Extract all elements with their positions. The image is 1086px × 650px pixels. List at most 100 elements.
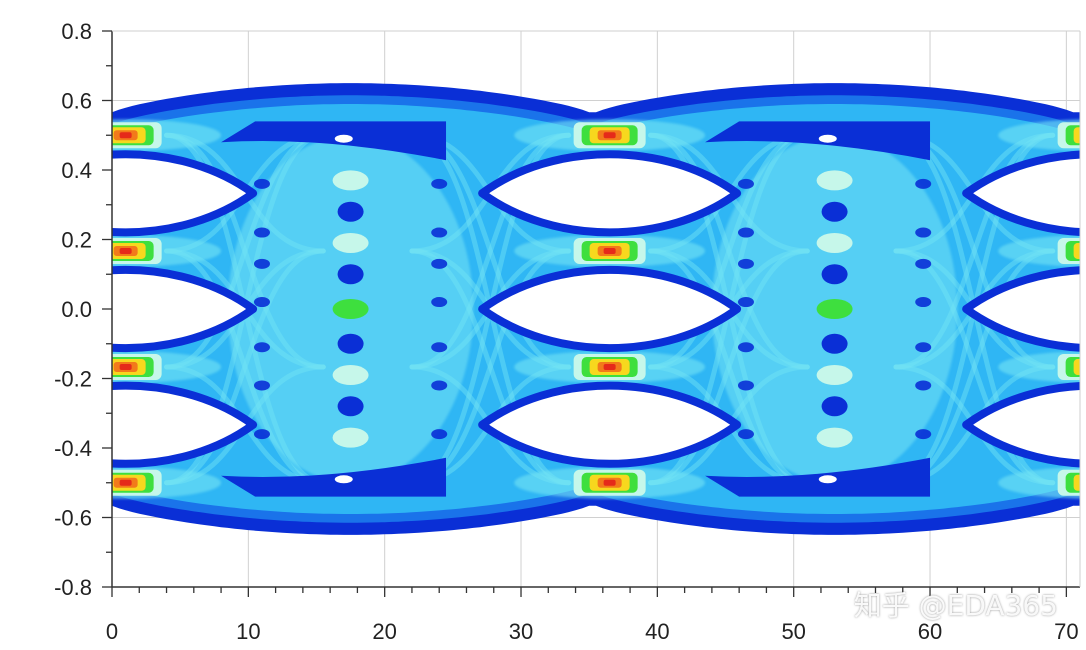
blob-1-5 — [821, 333, 848, 354]
strand-0-1-3-1 — [164, 248, 326, 486]
y-tick-label-8: -0.8 — [54, 575, 92, 600]
dash-0-1-4 — [431, 380, 448, 391]
eye-openings — [112, 150, 1080, 468]
dash-0--1-3 — [253, 227, 270, 238]
hot-yellow-2-3 — [1073, 474, 1080, 491]
strand-1-1-2-0 — [648, 132, 810, 370]
dash-0--1-2 — [253, 342, 270, 353]
eye-0-0 — [112, 150, 258, 237]
dash-1-1-2 — [915, 342, 932, 353]
y-tick-label-1: 0.6 — [61, 89, 92, 114]
hot-red-0-0 — [119, 132, 132, 139]
wedge-0-0 — [221, 121, 447, 161]
blob-0-3 — [337, 264, 364, 285]
strand-1-1-1-3 — [648, 248, 810, 486]
wedge-1-1 — [705, 457, 931, 497]
hot-yellow-2-0 — [1073, 127, 1080, 144]
hot-yellow-2-2 — [1073, 359, 1080, 376]
y-tick-label-2: 0.4 — [61, 158, 92, 183]
dash-0--1-6 — [253, 429, 270, 440]
strand-1--1-0-2 — [409, 132, 572, 370]
eye-2-1 — [962, 266, 1080, 352]
dash-0--1-5 — [253, 178, 270, 189]
strand-2--1-0-2 — [893, 132, 1056, 370]
dash-1-1-5 — [915, 178, 932, 189]
strand-0-1-2-0 — [164, 132, 326, 370]
strand-1-1-3-1 — [648, 248, 810, 486]
hot-orange-2-1 — [1082, 246, 1086, 256]
dash-0-1-1 — [431, 297, 448, 308]
dash-1-1-6 — [915, 429, 932, 440]
hot-red-0-3 — [119, 479, 132, 486]
x-tick-label-2: 20 — [372, 619, 396, 644]
y-axis-ticks: 0.8 0.6 0.4 0.2 0.0 -0.2 -0.4 -0.6 -0.8 — [54, 19, 112, 600]
hot-red-1-2 — [603, 364, 616, 371]
wedge-dot-0-1 — [334, 475, 353, 484]
y-tick-label-0: 0.8 — [61, 19, 92, 44]
blob-1-2 — [816, 232, 853, 253]
wedge-dot-0-0 — [334, 134, 353, 143]
dash-0--1-1 — [253, 297, 270, 308]
wedge-dot-1-1 — [818, 475, 837, 484]
strand-0-1-0-2 — [164, 132, 326, 370]
eye-2-0 — [962, 150, 1080, 236]
y-tick-label-3: 0.2 — [61, 228, 92, 253]
hot-red-0-2 — [119, 364, 132, 371]
dash-0-1-6 — [431, 429, 448, 440]
dash-0-1-0 — [431, 258, 448, 269]
y-tick-label-5: -0.2 — [54, 367, 92, 392]
wedge-dot-1-0 — [818, 134, 837, 143]
eye-1-0 — [478, 150, 742, 237]
dash-1--1-6 — [737, 429, 754, 440]
blob-1-6 — [816, 365, 853, 386]
blob-0-6 — [332, 365, 369, 386]
hot-orange-2-3 — [1082, 478, 1086, 488]
y-tick-label-4: 0.0 — [61, 297, 92, 322]
blob-0-1 — [337, 201, 364, 222]
dash-1--1-5 — [737, 178, 754, 189]
y-tick-label-6: -0.4 — [54, 436, 92, 461]
blob-1-0 — [816, 170, 853, 191]
blob-0-5 — [337, 333, 364, 354]
blob-0-4 — [332, 299, 369, 319]
x-tick-label-3: 30 — [509, 619, 533, 644]
crossing-blobs — [253, 170, 932, 448]
wedge-1-0 — [705, 121, 931, 161]
strand-1-1-0-2 — [648, 132, 810, 370]
blob-0-2 — [332, 232, 369, 253]
dash-0-1-5 — [431, 178, 448, 189]
x-tick-label-7: 70 — [1054, 619, 1078, 644]
dash-1-1-1 — [915, 297, 932, 308]
dash-1-1-3 — [915, 227, 932, 238]
y-tick-label-7: -0.6 — [54, 506, 92, 531]
x-tick-label-1: 10 — [236, 619, 260, 644]
hot-red-1-3 — [603, 479, 616, 486]
hot-red-1-1 — [603, 247, 616, 254]
hot-red-0-1 — [119, 247, 132, 254]
x-tick-label-4: 40 — [645, 619, 669, 644]
blob-1-1 — [821, 201, 848, 222]
x-tick-label-5: 50 — [781, 619, 805, 644]
blob-1-8 — [816, 427, 853, 448]
blob-0-0 — [332, 170, 369, 191]
blob-1-4 — [816, 299, 853, 319]
eye-1-1 — [478, 266, 742, 352]
x-axis-ticks: 0 10 20 30 40 50 60 70 — [106, 587, 1079, 644]
dash-1--1-2 — [737, 342, 754, 353]
eye-0-2 — [112, 381, 258, 468]
blob-1-3 — [821, 264, 848, 285]
dash-0--1-4 — [253, 380, 270, 391]
hot-yellow-2-1 — [1073, 242, 1080, 259]
blob-0-7 — [337, 396, 364, 417]
eye-density — [112, 83, 1086, 535]
eye-0-1 — [112, 266, 258, 352]
watermark-text: 知乎 @EDA365 — [853, 589, 1058, 622]
dash-0--1-0 — [253, 258, 270, 269]
dash-1-1-0 — [915, 258, 932, 269]
x-tick-label-0: 0 — [106, 619, 118, 644]
wedge-0-1 — [221, 457, 447, 497]
dash-1--1-4 — [737, 380, 754, 391]
x-tick-label-6: 60 — [918, 619, 942, 644]
dash-0-1-3 — [431, 227, 448, 238]
